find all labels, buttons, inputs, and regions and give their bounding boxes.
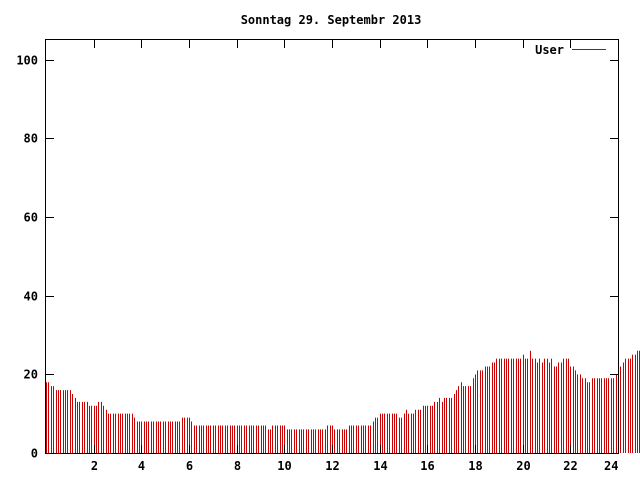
- y-tick-label: 0: [31, 447, 38, 461]
- x-tick-label: 8: [234, 459, 241, 473]
- axis-ticks: [46, 40, 619, 454]
- x-tick-label: 2: [91, 459, 98, 473]
- y-tick-labels: 0 20 40 60 80 100: [16, 54, 38, 461]
- bar-series: [46, 350, 640, 453]
- x-tick-label: 14: [373, 459, 387, 473]
- y-tick-label: 20: [24, 368, 38, 382]
- x-tick-label: 18: [468, 459, 482, 473]
- x-tick-label: 16: [420, 459, 434, 473]
- y-tick-label: 60: [24, 211, 38, 225]
- x-tick-label: 10: [277, 459, 291, 473]
- y-tick-label: 100: [16, 54, 38, 68]
- x-tick-label: 12: [325, 459, 339, 473]
- chart-title: Sonntag 29. Septembr 2013: [241, 13, 422, 27]
- x-tick-labels: 2 4 6 8 10 12 14 16 18 20 22 24: [91, 459, 619, 473]
- y-tick-label: 80: [24, 132, 38, 146]
- plot-frame: [45, 39, 619, 454]
- x-tick-label: 20: [516, 459, 530, 473]
- y-tick-label: 40: [24, 290, 38, 304]
- legend-label: User: [535, 43, 564, 57]
- x-tick-label: 22: [563, 459, 577, 473]
- x-tick-label: 4: [138, 459, 145, 473]
- x-tick-label: 6: [186, 459, 193, 473]
- x-tick-label: 24: [604, 459, 618, 473]
- legend: User: [535, 43, 606, 57]
